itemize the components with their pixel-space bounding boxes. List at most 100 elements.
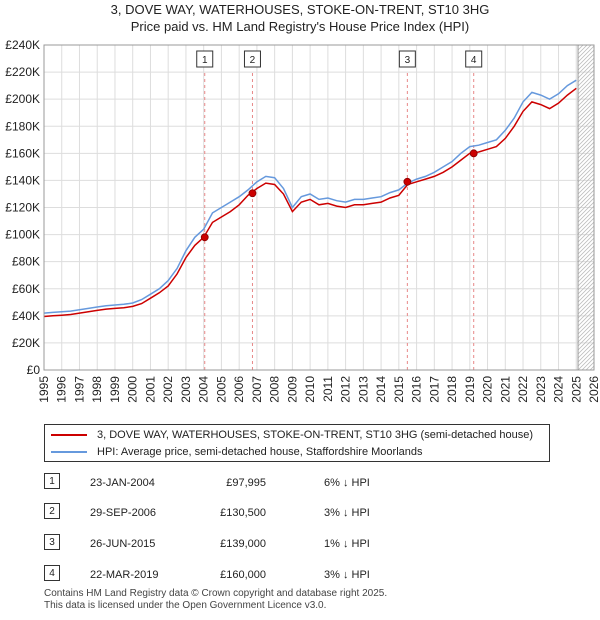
hatch-line [578, 209, 595, 227]
x-tick-label: 1996 [55, 376, 69, 403]
hatch-line [578, 213, 595, 231]
x-tick-label: 1998 [90, 376, 104, 403]
x-tick-label: 1997 [72, 376, 86, 403]
hatch-line [578, 45, 580, 47]
legend-property-label: 3, DOVE WAY, WATERHOUSES, STOKE-ON-TRENT… [97, 429, 534, 441]
x-tick-label: 2004 [197, 376, 211, 403]
hatch-line [593, 369, 595, 370]
sale-label-number: 4 [471, 55, 477, 66]
hatch-line [578, 309, 595, 327]
x-tick-label: 2019 [463, 376, 477, 403]
y-tick-label: £0 [27, 363, 41, 377]
sale-label-frame [243, 50, 261, 68]
sale-label-box: 3 [398, 50, 416, 68]
hatch-line [578, 157, 595, 175]
x-tick-label: 2005 [214, 376, 228, 403]
hatch-line [250, 0, 600, 370]
hatch-line [578, 189, 595, 207]
sale-label-frame [196, 50, 214, 68]
x-tick-label: 2001 [143, 376, 157, 403]
sale-price: £97,995 [226, 477, 266, 489]
sale-date: 23-JAN-2004 [90, 477, 155, 489]
sale-label-number: 2 [250, 55, 256, 66]
x-tick-label: 2013 [356, 376, 370, 403]
legend-hpi-swatch [51, 451, 87, 453]
hatch-line [578, 205, 595, 223]
hatch-line [578, 49, 595, 67]
sale-number-badge: 4 [44, 565, 60, 581]
x-tick-label: 2016 [410, 376, 424, 403]
future-shading [178, 0, 600, 370]
sale-label-number: 3 [405, 55, 411, 66]
sale-number-badge: 1 [44, 473, 60, 489]
x-tick-label: 2020 [481, 376, 495, 403]
chart-title: 3, DOVE WAY, WATERHOUSES, STOKE-ON-TRENT… [110, 2, 490, 17]
x-tick-label: 2015 [392, 376, 406, 403]
x-tick-label: 2000 [126, 376, 140, 403]
hpi-line [43, 79, 577, 314]
hatch-line [578, 105, 595, 123]
hatch-line [578, 93, 595, 111]
sale-hpi-diff: 3% ↓ HPI [324, 507, 370, 519]
sale-label-box: 2 [243, 50, 261, 68]
hatch-line [578, 197, 595, 215]
footer-copyright: Contains HM Land Registry data © Crown c… [44, 588, 388, 599]
property-line [43, 87, 577, 318]
hatch-line [578, 45, 584, 51]
sale-hpi-diff: 3% ↓ HPI [324, 569, 370, 581]
x-tick-label: 2002 [161, 376, 175, 403]
sale-label-frame [465, 50, 483, 68]
hatch-line [578, 65, 595, 83]
price-chart: 1 2 3 4 £0 £20K £40K £60K £80K £100K £120K £140K £1… [5, 0, 600, 403]
x-tick-label: 2022 [516, 376, 530, 403]
hatch-line [578, 85, 595, 103]
y-tick-label: £100K [5, 228, 40, 242]
chart-subtitle: Price paid vs. HM Land Registry's House … [130, 19, 470, 34]
hatch-line [578, 161, 595, 179]
hatch-line [578, 301, 595, 319]
sale-price: £139,000 [220, 538, 266, 550]
sale-price: £160,000 [220, 569, 266, 581]
y-tick-label: £80K [12, 255, 40, 269]
sale-label-box: 1 [196, 50, 214, 68]
legend-hpi-label: HPI: Average price, semi-detached house,… [97, 446, 423, 458]
hatch-line [578, 169, 595, 187]
y-tick-label: £60K [12, 282, 40, 296]
hatch-line [578, 173, 595, 191]
footer-licence: This data is licensed under the Open Gov… [44, 600, 327, 611]
axis-layer: £0 £20K £40K £60K £80K £100K £120K £140K £160K £1… [5, 38, 600, 403]
sale-point [403, 177, 412, 186]
hatch-line [578, 69, 595, 87]
sale-date: 29-SEP-2006 [90, 507, 157, 519]
x-tick-label: 2021 [498, 376, 512, 403]
legend-property-swatch [51, 434, 87, 436]
y-tick-label: £20K [12, 336, 40, 350]
y-tick-label: £120K [5, 201, 40, 215]
hatch-line [578, 241, 595, 259]
hatch-line [578, 77, 595, 95]
hatch-line [578, 289, 595, 307]
grid-layer [43, 44, 595, 371]
sale-label-box: 4 [465, 50, 483, 68]
x-tick-label: 2011 [321, 376, 335, 402]
hatch-line [578, 61, 595, 79]
y-tick-label: £220K [5, 65, 40, 79]
y-tick-label: £180K [5, 119, 40, 133]
sale-number-badge: 3 [44, 534, 60, 550]
hatch-line [178, 0, 578, 370]
footer: Contains HM Land Registry data © Crown c… [44, 588, 387, 612]
hatch-line [578, 45, 595, 63]
series-layer [43, 79, 577, 318]
x-tick-label: 1999 [108, 376, 122, 403]
y-tick-label: £40K [12, 309, 40, 323]
x-tick-label: 2007 [250, 376, 264, 403]
legend: 3, DOVE WAY, WATERHOUSES, STOKE-ON-TRENT… [44, 424, 550, 462]
hatch-line [578, 297, 595, 315]
sale-point [469, 149, 478, 158]
sale-label-frame [398, 50, 416, 68]
hatch-line [578, 81, 595, 99]
x-tick-label: 2026 [587, 376, 600, 403]
hatch-line [578, 321, 595, 339]
future-hatch [178, 0, 600, 370]
x-tick-label: 2010 [303, 376, 317, 403]
